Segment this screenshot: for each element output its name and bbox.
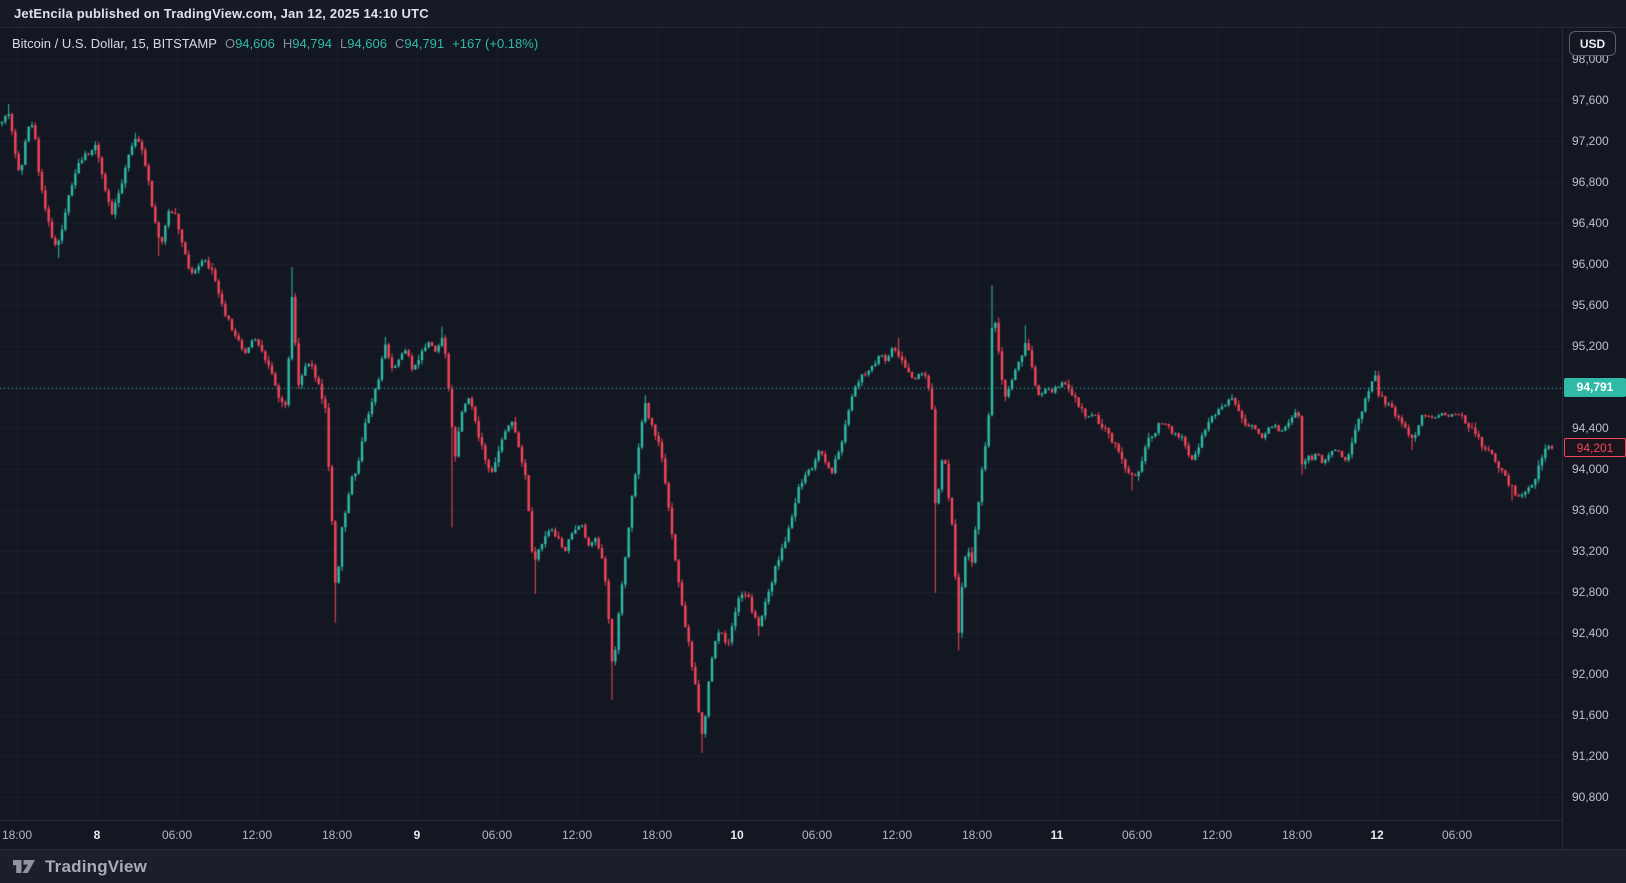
price-tick-label: 92,000 bbox=[1572, 667, 1609, 681]
publish-header-bar: JetEncila published on TradingView.com, … bbox=[0, 0, 1626, 28]
time-tick-label: 18:00 bbox=[961, 828, 993, 842]
price-tick-label: 96,800 bbox=[1572, 175, 1609, 189]
time-tick-label: 06:00 bbox=[801, 828, 833, 842]
price-tick-label: 93,200 bbox=[1572, 544, 1609, 558]
price-tick-label: 94,400 bbox=[1572, 421, 1609, 435]
time-tick-label: 8 bbox=[93, 828, 101, 842]
ohlc-close-value: 94,791 bbox=[404, 36, 445, 51]
chart-pane: Bitcoin / U.S. Dollar, 15, BITSTAMP O94,6… bbox=[0, 28, 1626, 849]
time-tick-label: 11 bbox=[1050, 828, 1064, 842]
price-tick-label: 93,600 bbox=[1572, 503, 1609, 517]
time-tick-label: 06:00 bbox=[1441, 828, 1473, 842]
time-tick-label: 12 bbox=[1370, 828, 1384, 842]
price-tick-label: 92,800 bbox=[1572, 585, 1609, 599]
time-axis[interactable]: 18:00 8 06:00 12:00 18:00 9 06:00 12:00 18:00 10 0… bbox=[0, 820, 1562, 849]
price-tick-label: 95,200 bbox=[1572, 339, 1609, 353]
time-tick-label: 12:00 bbox=[241, 828, 273, 842]
publish-header-text: JetEncila published on TradingView.com, … bbox=[14, 6, 429, 21]
price-tick-label: 96,000 bbox=[1572, 257, 1609, 271]
time-tick-label: 12:00 bbox=[561, 828, 593, 842]
price-tick-label: 94,000 bbox=[1572, 462, 1609, 476]
price-tick-label: 92,400 bbox=[1572, 626, 1609, 640]
candlestick-chart-canvas[interactable] bbox=[0, 28, 1562, 820]
time-tick-label: 18:00 bbox=[641, 828, 673, 842]
ohlc-low-value: 94,606 bbox=[347, 36, 387, 51]
last-price-badge: 94,201 bbox=[1564, 438, 1626, 458]
time-tick-label: 9 bbox=[413, 828, 421, 842]
ohlc-high-value: 94,794 bbox=[292, 36, 332, 51]
ohlc-open-value: 94,606 bbox=[235, 36, 275, 51]
time-tick-label: 12:00 bbox=[881, 828, 913, 842]
chart-legend: Bitcoin / U.S. Dollar, 15, BITSTAMP O94,6… bbox=[12, 36, 538, 51]
footer-bar: TradingView bbox=[0, 849, 1626, 883]
ohlc-low-label: L bbox=[339, 36, 348, 51]
tradingview-wordmark[interactable]: TradingView bbox=[45, 856, 148, 876]
time-tick-label: 12:00 bbox=[1201, 828, 1233, 842]
time-tick-label: 18:00 bbox=[321, 828, 353, 842]
time-tick-label: 18:00 bbox=[1281, 828, 1313, 842]
price-tick-label: 97,600 bbox=[1572, 93, 1609, 107]
change-value: +167 (+0.18%) bbox=[452, 36, 539, 51]
price-axis[interactable]: USD 94,791 94,201 90,800 91,200 91,600 92,0… bbox=[1562, 28, 1626, 849]
symbol-title[interactable]: Bitcoin / U.S. Dollar, 15, BITSTAMP bbox=[12, 36, 217, 51]
price-tick-label: 91,200 bbox=[1572, 749, 1609, 763]
published-price-badge: 94,791 bbox=[1564, 377, 1626, 397]
tradingview-logo-icon[interactable] bbox=[12, 859, 36, 874]
time-tick-label: 18:00 bbox=[1, 828, 33, 842]
price-tick-label: 91,600 bbox=[1572, 708, 1609, 722]
time-tick-label: 06:00 bbox=[481, 828, 513, 842]
price-tick-label: 90,800 bbox=[1572, 790, 1609, 804]
price-tick-label: 96,400 bbox=[1572, 216, 1609, 230]
ohlc-close-label: C bbox=[394, 36, 405, 51]
currency-toggle-button[interactable]: USD bbox=[1569, 31, 1616, 56]
ohlc-open-label: O bbox=[224, 36, 236, 51]
time-tick-label: 10 bbox=[730, 828, 744, 842]
time-tick-label: 06:00 bbox=[161, 828, 193, 842]
ohlc-high-label: H bbox=[282, 36, 293, 51]
price-tick-label: 97,200 bbox=[1572, 134, 1609, 148]
price-tick-label: 95,600 bbox=[1572, 298, 1609, 312]
time-tick-label: 06:00 bbox=[1121, 828, 1153, 842]
